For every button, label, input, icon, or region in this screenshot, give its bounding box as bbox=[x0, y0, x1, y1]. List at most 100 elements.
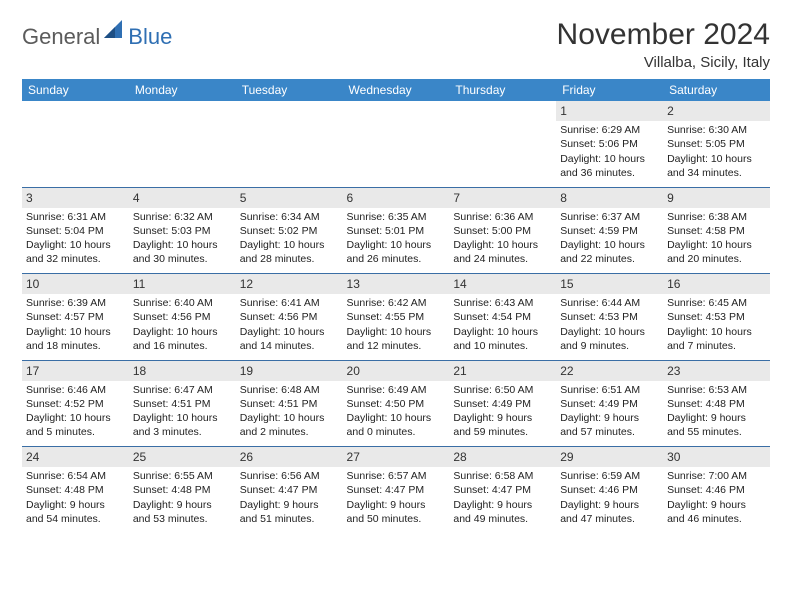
sunset-text: Sunset: 5:05 PM bbox=[667, 137, 766, 151]
daylight-text: and 51 minutes. bbox=[240, 512, 339, 526]
day-cell: 8 Sunrise: 6:37 AMSunset: 4:59 PMDaylight… bbox=[556, 188, 663, 274]
daylight-text: Daylight: 10 hours bbox=[26, 411, 125, 425]
day-cell: 23Sunrise: 6:53 AMSunset: 4:48 PMDayligh… bbox=[663, 361, 770, 447]
day-number: 27 bbox=[343, 447, 450, 467]
daylight-text: Daylight: 9 hours bbox=[240, 498, 339, 512]
day-cell: 18Sunrise: 6:47 AMSunset: 4:51 PMDayligh… bbox=[129, 361, 236, 447]
day-number: 11 bbox=[129, 274, 236, 294]
sunset-text: Sunset: 5:00 PM bbox=[453, 224, 552, 238]
day-cell: 25Sunrise: 6:55 AMSunset: 4:48 PMDayligh… bbox=[129, 447, 236, 533]
day-cell: 1Sunrise: 6:29 AMSunset: 5:06 PMDaylight… bbox=[556, 101, 663, 187]
day-cell: . bbox=[236, 101, 343, 187]
sunset-text: Sunset: 5:01 PM bbox=[347, 224, 446, 238]
sunrise-text: Sunrise: 6:35 AM bbox=[347, 210, 446, 224]
sunrise-text: Sunrise: 6:53 AM bbox=[667, 383, 766, 397]
calendar-page: General Blue November 2024 Villalba, Sic… bbox=[0, 0, 792, 612]
day-number: 30 bbox=[663, 447, 770, 467]
day-cell: 26Sunrise: 6:56 AMSunset: 4:47 PMDayligh… bbox=[236, 447, 343, 533]
sunset-text: Sunset: 4:56 PM bbox=[133, 310, 232, 324]
day-header: Sunday bbox=[22, 79, 129, 101]
day-cell: 14Sunrise: 6:43 AMSunset: 4:54 PMDayligh… bbox=[449, 274, 556, 360]
sunrise-text: Sunrise: 6:48 AM bbox=[240, 383, 339, 397]
day-cell: 16Sunrise: 6:45 AMSunset: 4:53 PMDayligh… bbox=[663, 274, 770, 360]
daylight-text: and 0 minutes. bbox=[347, 425, 446, 439]
sunrise-text: Sunrise: 6:58 AM bbox=[453, 469, 552, 483]
daylight-text: Daylight: 10 hours bbox=[560, 238, 659, 252]
daylight-text: Daylight: 10 hours bbox=[560, 325, 659, 339]
daylight-text: and 3 minutes. bbox=[133, 425, 232, 439]
logo-text-general: General bbox=[22, 24, 100, 50]
daylight-text: Daylight: 10 hours bbox=[26, 238, 125, 252]
daylight-text: and 26 minutes. bbox=[347, 252, 446, 266]
day-header-row: Sunday Monday Tuesday Wednesday Thursday… bbox=[22, 79, 770, 101]
sunset-text: Sunset: 4:55 PM bbox=[347, 310, 446, 324]
day-number: 12 bbox=[236, 274, 343, 294]
day-cell: 10Sunrise: 6:39 AMSunset: 4:57 PMDayligh… bbox=[22, 274, 129, 360]
sunrise-text: Sunrise: 6:38 AM bbox=[667, 210, 766, 224]
day-number: 3 bbox=[22, 188, 129, 208]
sunrise-text: Sunrise: 6:30 AM bbox=[667, 123, 766, 137]
sunrise-text: Sunrise: 6:54 AM bbox=[26, 469, 125, 483]
day-number: 14 bbox=[449, 274, 556, 294]
day-cell: 3Sunrise: 6:31 AMSunset: 5:04 PMDaylight… bbox=[22, 188, 129, 274]
daylight-text: Daylight: 10 hours bbox=[240, 325, 339, 339]
sunrise-text: Sunrise: 6:51 AM bbox=[560, 383, 659, 397]
sunrise-text: Sunrise: 6:45 AM bbox=[667, 296, 766, 310]
daylight-text: and 18 minutes. bbox=[26, 339, 125, 353]
daylight-text: Daylight: 9 hours bbox=[667, 498, 766, 512]
week-row: 17Sunrise: 6:46 AMSunset: 4:52 PMDayligh… bbox=[22, 361, 770, 447]
day-number: 1 bbox=[556, 101, 663, 121]
sunrise-text: Sunrise: 6:46 AM bbox=[26, 383, 125, 397]
day-cell: 27Sunrise: 6:57 AMSunset: 4:47 PMDayligh… bbox=[343, 447, 450, 533]
daylight-text: Daylight: 10 hours bbox=[667, 238, 766, 252]
sunset-text: Sunset: 4:59 PM bbox=[560, 224, 659, 238]
week-row: 24Sunrise: 6:54 AMSunset: 4:48 PMDayligh… bbox=[22, 447, 770, 533]
sunrise-text: Sunrise: 6:49 AM bbox=[347, 383, 446, 397]
daylight-text: Daylight: 10 hours bbox=[347, 411, 446, 425]
daylight-text: and 54 minutes. bbox=[26, 512, 125, 526]
sunrise-text: Sunrise: 6:47 AM bbox=[133, 383, 232, 397]
sunset-text: Sunset: 4:52 PM bbox=[26, 397, 125, 411]
sunset-text: Sunset: 5:04 PM bbox=[26, 224, 125, 238]
day-cell: 28Sunrise: 6:58 AMSunset: 4:47 PMDayligh… bbox=[449, 447, 556, 533]
daylight-text: Daylight: 10 hours bbox=[133, 238, 232, 252]
title-block: November 2024 Villalba, Sicily, Italy bbox=[557, 18, 770, 71]
sunset-text: Sunset: 4:46 PM bbox=[560, 483, 659, 497]
sunrise-text: Sunrise: 6:41 AM bbox=[240, 296, 339, 310]
daylight-text: and 57 minutes. bbox=[560, 425, 659, 439]
day-cell: . bbox=[449, 101, 556, 187]
daylight-text: Daylight: 10 hours bbox=[667, 325, 766, 339]
sunset-text: Sunset: 4:47 PM bbox=[347, 483, 446, 497]
sunset-text: Sunset: 4:51 PM bbox=[133, 397, 232, 411]
day-number: 8 bbox=[556, 188, 663, 208]
daylight-text: Daylight: 10 hours bbox=[240, 411, 339, 425]
sunrise-text: Sunrise: 6:50 AM bbox=[453, 383, 552, 397]
logo-text-blue: Blue bbox=[128, 24, 172, 50]
day-number: 18 bbox=[129, 361, 236, 381]
week-row: 3Sunrise: 6:31 AMSunset: 5:04 PMDaylight… bbox=[22, 188, 770, 274]
sunrise-text: Sunrise: 6:36 AM bbox=[453, 210, 552, 224]
sunset-text: Sunset: 4:58 PM bbox=[667, 224, 766, 238]
day-number: 19 bbox=[236, 361, 343, 381]
page-header: General Blue November 2024 Villalba, Sic… bbox=[22, 18, 770, 71]
daylight-text: and 9 minutes. bbox=[560, 339, 659, 353]
sunset-text: Sunset: 4:49 PM bbox=[560, 397, 659, 411]
week-row: .....1Sunrise: 6:29 AMSunset: 5:06 PMDay… bbox=[22, 101, 770, 187]
day-cell: 5Sunrise: 6:34 AMSunset: 5:02 PMDaylight… bbox=[236, 188, 343, 274]
logo: General Blue bbox=[22, 24, 172, 50]
day-header: Friday bbox=[556, 79, 663, 101]
daylight-text: Daylight: 10 hours bbox=[347, 325, 446, 339]
sunrise-text: Sunrise: 6:44 AM bbox=[560, 296, 659, 310]
day-cell: 12Sunrise: 6:41 AMSunset: 4:56 PMDayligh… bbox=[236, 274, 343, 360]
logo-sail-icon bbox=[104, 20, 126, 45]
day-number: 26 bbox=[236, 447, 343, 467]
day-cell: 22Sunrise: 6:51 AMSunset: 4:49 PMDayligh… bbox=[556, 361, 663, 447]
sunrise-text: Sunrise: 6:37 AM bbox=[560, 210, 659, 224]
day-cell: . bbox=[22, 101, 129, 187]
daylight-text: and 34 minutes. bbox=[667, 166, 766, 180]
daylight-text: Daylight: 10 hours bbox=[667, 152, 766, 166]
day-cell: 11Sunrise: 6:40 AMSunset: 4:56 PMDayligh… bbox=[129, 274, 236, 360]
daylight-text: Daylight: 10 hours bbox=[240, 238, 339, 252]
daylight-text: and 7 minutes. bbox=[667, 339, 766, 353]
sunset-text: Sunset: 4:51 PM bbox=[240, 397, 339, 411]
